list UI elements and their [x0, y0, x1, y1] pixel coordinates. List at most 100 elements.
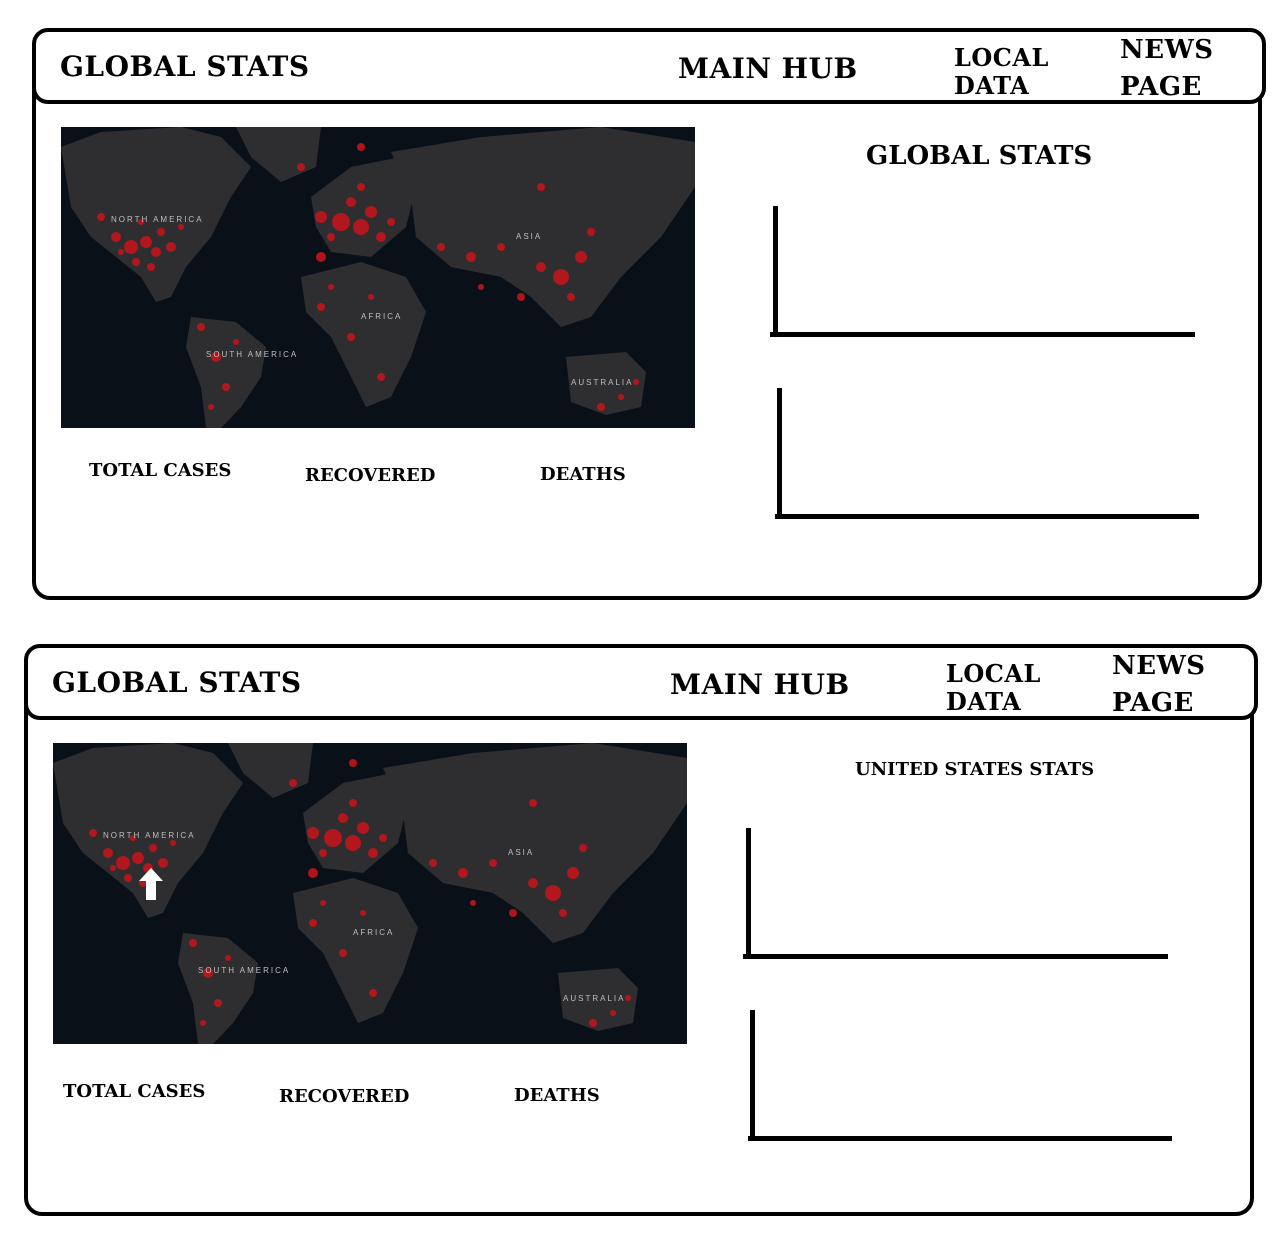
case-hotspot: [328, 284, 334, 290]
case-hotspot: [178, 224, 184, 230]
nav-news-page-line2: PAGE: [1112, 688, 1194, 718]
case-hotspot: [377, 373, 385, 381]
case-hotspot: [349, 799, 357, 807]
world-map[interactable]: NORTH AMERICA SOUTH AMERICA AFRICA ASIA AUST…: [53, 743, 687, 1044]
case-hotspot: [368, 848, 378, 858]
nav-global-stats[interactable]: GLOBAL STATS: [52, 666, 302, 699]
nav-main-hub[interactable]: MAIN HUB: [678, 52, 858, 85]
recovered-label: RECOVERED: [305, 465, 436, 486]
map-canvas: NORTH AMERICA SOUTH AMERICA AFRICA ASIA AUST…: [53, 743, 687, 1044]
australia-shape: [566, 352, 646, 415]
chart-x-axis: [743, 954, 1168, 959]
case-hotspot: [346, 197, 356, 207]
chart-y-axis: [773, 206, 778, 337]
case-hotspot: [147, 263, 155, 271]
case-hotspot: [320, 900, 326, 906]
case-hotspot: [132, 258, 140, 266]
case-hotspot: [376, 232, 386, 242]
case-hotspot: [589, 1019, 597, 1027]
case-hotspot: [509, 909, 517, 917]
case-hotspot: [357, 822, 369, 834]
nav-local-data-line2: DATA: [946, 687, 1022, 716]
case-hotspot: [357, 143, 365, 151]
case-hotspot: [470, 900, 476, 906]
case-hotspot: [289, 779, 297, 787]
north-america-shape: [53, 743, 243, 918]
case-hotspot: [200, 1020, 206, 1026]
case-hotspot: [437, 243, 445, 251]
case-hotspot: [124, 240, 138, 254]
north-america-label: NORTH AMERICA: [103, 831, 196, 840]
case-hotspot: [317, 303, 325, 311]
asia-label: ASIA: [508, 848, 534, 857]
location-marker-icon[interactable]: [139, 868, 163, 900]
case-hotspot: [478, 284, 484, 290]
side-panel-title: UNITED STATES STATS: [855, 759, 1095, 780]
case-hotspot: [140, 236, 152, 248]
case-hotspot: [369, 989, 377, 997]
case-hotspot: [625, 995, 631, 1001]
nav-local-data-line1: LOCAL: [954, 43, 1049, 72]
asia-shape: [391, 127, 695, 327]
case-hotspot: [110, 865, 116, 871]
case-hotspot: [466, 252, 476, 262]
case-hotspot: [189, 939, 197, 947]
case-hotspot: [567, 293, 575, 301]
nav-bar: GLOBAL STATS MAIN HUB LOCAL DATA NEWS PA…: [32, 28, 1266, 104]
australia-label: AUSTRALIA: [571, 378, 633, 387]
case-hotspot: [170, 840, 176, 846]
nav-main-hub[interactable]: MAIN HUB: [670, 668, 850, 701]
africa-label: AFRICA: [353, 928, 394, 937]
nav-news-page-line1: NEWS: [1112, 651, 1206, 681]
case-hotspot: [517, 293, 525, 301]
case-hotspot: [319, 849, 327, 857]
case-hotspot: [579, 844, 587, 852]
nav-local-data-line2: DATA: [954, 71, 1030, 100]
case-hotspot: [633, 379, 639, 385]
case-hotspot: [324, 829, 342, 847]
case-hotspot: [203, 968, 213, 978]
africa-shape: [293, 878, 418, 1023]
case-hotspot: [89, 829, 97, 837]
nav-news-page[interactable]: NEWS PAGE: [1120, 32, 1214, 106]
case-hotspot: [536, 262, 546, 272]
case-hotspot: [610, 1010, 616, 1016]
case-hotspot: [214, 999, 222, 1007]
case-hotspot: [327, 233, 335, 241]
australia-shape: [558, 968, 638, 1031]
chart-x-axis: [770, 332, 1195, 337]
nav-local-data[interactable]: LOCAL DATA: [946, 660, 1041, 716]
side-panel-title: GLOBAL STATS: [866, 141, 1093, 171]
case-hotspot: [567, 867, 579, 879]
case-hotspot: [151, 247, 161, 257]
nav-news-page[interactable]: NEWS PAGE: [1112, 648, 1206, 722]
case-hotspot: [357, 183, 365, 191]
case-hotspot: [118, 249, 124, 255]
case-hotspot: [529, 799, 537, 807]
case-hotspot: [307, 827, 319, 839]
deaths-label: DEATHS: [514, 1085, 600, 1106]
case-hotspot: [97, 213, 105, 221]
nav-news-page-line1: NEWS: [1120, 35, 1214, 65]
total-cases-label: TOTAL CASES: [63, 1081, 206, 1102]
chart-x-axis: [748, 1136, 1172, 1141]
case-hotspot: [332, 213, 350, 231]
chart-x-axis: [775, 514, 1199, 519]
nav-global-stats[interactable]: GLOBAL STATS: [60, 50, 310, 83]
case-hotspot: [368, 294, 374, 300]
case-hotspot: [124, 874, 132, 882]
africa-label: AFRICA: [361, 312, 402, 321]
deaths-label: DEATHS: [540, 464, 626, 485]
case-hotspot: [347, 333, 355, 341]
case-hotspot: [587, 228, 595, 236]
europe-shape: [311, 157, 416, 257]
case-hotspot: [338, 813, 348, 823]
nav-local-data[interactable]: LOCAL DATA: [954, 44, 1049, 100]
world-map[interactable]: NORTH AMERICA SOUTH AMERICA AFRICA ASIA AUST…: [61, 127, 695, 428]
case-hotspot: [130, 835, 136, 841]
total-cases-label: TOTAL CASES: [89, 460, 232, 481]
case-hotspot: [315, 211, 327, 223]
north-america-label: NORTH AMERICA: [111, 215, 204, 224]
case-hotspot: [297, 163, 305, 171]
chart-y-axis: [750, 1010, 755, 1140]
